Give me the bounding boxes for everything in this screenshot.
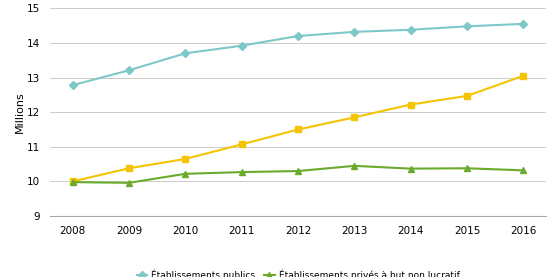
Y-axis label: Millions: Millions (14, 91, 25, 133)
Legend: Établissements publics, Établissements privés à but non lucratif: Établissements publics, Établissements p… (133, 266, 463, 277)
